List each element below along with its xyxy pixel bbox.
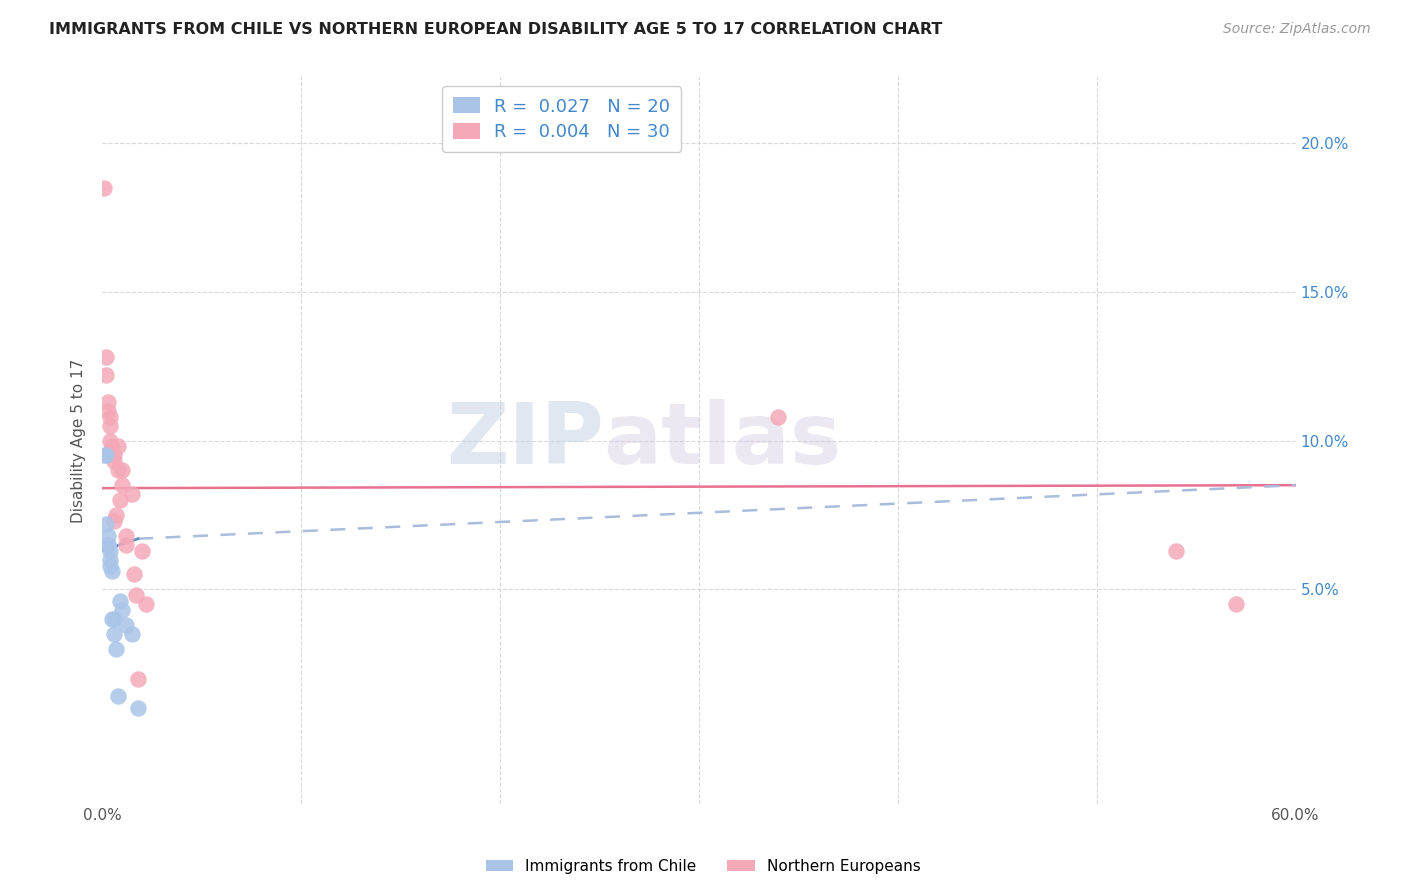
Northern Europeans <box>96 368 118 382</box>
Immigrants from Chile <box>93 449 115 463</box>
Northern Europeans <box>98 409 121 424</box>
Northern Europeans <box>135 597 157 611</box>
Northern Europeans <box>107 440 129 454</box>
Northern Europeans <box>96 350 118 364</box>
Immigrants from Chile <box>96 516 118 531</box>
Northern Europeans <box>125 588 148 602</box>
Immigrants from Chile <box>108 594 131 608</box>
Northern Europeans <box>121 487 143 501</box>
Northern Europeans <box>103 514 125 528</box>
Immigrants from Chile <box>105 641 128 656</box>
Northern Europeans <box>103 449 125 463</box>
Text: IMMIGRANTS FROM CHILE VS NORTHERN EUROPEAN DISABILITY AGE 5 TO 17 CORRELATION CH: IMMIGRANTS FROM CHILE VS NORTHERN EUROPE… <box>49 22 942 37</box>
Northern Europeans <box>768 409 790 424</box>
Immigrants from Chile <box>97 538 120 552</box>
Immigrants from Chile <box>107 690 129 704</box>
Northern Europeans <box>103 454 125 468</box>
Northern Europeans <box>1225 597 1247 611</box>
Northern Europeans <box>105 508 128 522</box>
Northern Europeans <box>101 440 124 454</box>
Immigrants from Chile <box>101 565 124 579</box>
Northern Europeans <box>108 493 131 508</box>
Immigrants from Chile <box>96 449 118 463</box>
Immigrants from Chile <box>121 627 143 641</box>
Northern Europeans <box>97 404 120 418</box>
Immigrants from Chile <box>103 612 125 626</box>
Immigrants from Chile <box>127 701 149 715</box>
Northern Europeans <box>107 463 129 477</box>
Immigrants from Chile <box>101 612 124 626</box>
Northern Europeans <box>111 463 134 477</box>
Northern Europeans <box>111 478 134 492</box>
Text: atlas: atlas <box>603 399 842 482</box>
Immigrants from Chile <box>98 552 121 566</box>
Immigrants from Chile <box>111 603 134 617</box>
Northern Europeans <box>115 538 138 552</box>
Immigrants from Chile <box>98 543 121 558</box>
Northern Europeans <box>101 445 124 459</box>
Immigrants from Chile <box>97 529 120 543</box>
Text: ZIP: ZIP <box>446 399 603 482</box>
Northern Europeans <box>93 180 115 194</box>
Text: Source: ZipAtlas.com: Source: ZipAtlas.com <box>1223 22 1371 37</box>
Immigrants from Chile <box>103 627 125 641</box>
Immigrants from Chile <box>115 618 138 632</box>
Northern Europeans <box>115 529 138 543</box>
Y-axis label: Disability Age 5 to 17: Disability Age 5 to 17 <box>72 359 86 523</box>
Northern Europeans <box>97 394 120 409</box>
Northern Europeans <box>122 567 145 582</box>
Legend: Immigrants from Chile, Northern Europeans: Immigrants from Chile, Northern European… <box>479 853 927 880</box>
Northern Europeans <box>127 672 149 686</box>
Northern Europeans <box>98 418 121 433</box>
Northern Europeans <box>98 434 121 448</box>
Legend: R =  0.027   N = 20, R =  0.004   N = 30: R = 0.027 N = 20, R = 0.004 N = 30 <box>441 87 682 152</box>
Northern Europeans <box>131 543 153 558</box>
Northern Europeans <box>1166 543 1188 558</box>
Immigrants from Chile <box>97 538 120 552</box>
Immigrants from Chile <box>98 558 121 573</box>
